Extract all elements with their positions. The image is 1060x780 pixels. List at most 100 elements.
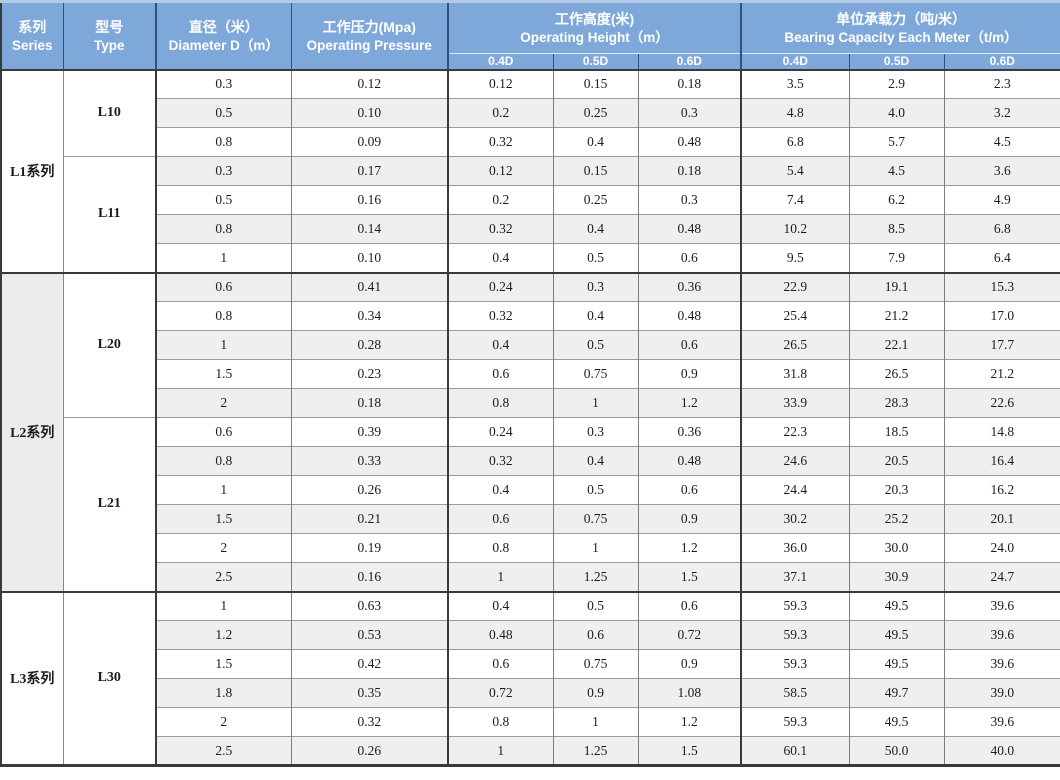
data-cell: 16.4	[943, 446, 1060, 476]
data-cell: 0.6	[637, 591, 742, 621]
data-cell: 59.3	[740, 649, 850, 679]
data-cell: 2.5	[155, 562, 291, 592]
header-capacity-en: Bearing Capacity Each Meter（t/m）	[784, 30, 1018, 46]
data-cell: 0.5	[552, 591, 638, 621]
data-cell: 0.4	[552, 446, 638, 476]
data-cell: 2.3	[943, 69, 1060, 99]
data-cell: 0.17	[290, 156, 448, 186]
data-cell: 5.4	[740, 156, 850, 186]
data-cell: 0.10	[290, 243, 448, 273]
data-cell: 0.3	[637, 185, 742, 215]
data-cell: 0.6	[155, 417, 291, 447]
data-cell: 6.2	[848, 185, 945, 215]
data-cell: 0.9	[637, 649, 742, 679]
data-cell: 1.2	[155, 620, 291, 650]
data-cell: 2.5	[155, 736, 291, 766]
header-type-en: Type	[93, 38, 125, 54]
data-cell: 0.32	[447, 446, 553, 476]
data-cell: 30.9	[848, 562, 945, 592]
data-cell: 0.23	[290, 359, 448, 389]
data-cell: 0.6	[447, 649, 553, 679]
data-cell: 24.4	[740, 475, 850, 505]
data-cell: 0.36	[637, 272, 742, 302]
data-cell: 0.6	[447, 359, 553, 389]
data-cell: 2	[155, 533, 291, 563]
table-row: 2 0.19 0.8 1 1.2 36.0 30.0 24.0	[1, 533, 1060, 563]
data-cell: 0.48	[637, 301, 742, 331]
header-diameter-en: Diameter D（m）	[168, 38, 279, 54]
data-cell: 49.5	[848, 591, 945, 621]
data-cell: 31.8	[740, 359, 850, 389]
data-cell: 0.8	[447, 533, 553, 563]
data-cell: 21.2	[943, 359, 1060, 389]
data-cell: 17.7	[943, 330, 1060, 360]
subheader-capacity-06d: 0.6D	[943, 53, 1060, 71]
data-cell: 6.8	[943, 214, 1060, 244]
data-cell: 0.16	[290, 185, 448, 215]
data-cell: 22.6	[943, 388, 1060, 418]
data-cell: 0.26	[290, 475, 448, 505]
data-cell: 0.28	[290, 330, 448, 360]
data-cell: 4.5	[943, 127, 1060, 157]
data-cell: 0.6	[637, 243, 742, 273]
data-cell: 3.6	[943, 156, 1060, 186]
data-cell: 0.24	[447, 417, 553, 447]
data-cell: 1	[447, 736, 553, 766]
data-cell: 0.75	[552, 359, 638, 389]
table-row: 0.8 0.33 0.32 0.4 0.48 24.6 20.5 16.4	[1, 446, 1060, 476]
data-cell: 1.5	[155, 649, 291, 679]
data-cell: 0.12	[447, 69, 553, 99]
data-cell: 6.8	[740, 127, 850, 157]
table-row: L21 0.6 0.39 0.24 0.3 0.36 22.3 18.5 14.8	[1, 417, 1060, 592]
data-cell: 50.0	[848, 736, 945, 766]
data-cell: 0.4	[447, 330, 553, 360]
data-cell: 0.3	[637, 98, 742, 128]
data-cell: 0.5	[552, 243, 638, 273]
data-cell: 25.4	[740, 301, 850, 331]
series-cell: L3系列	[1, 591, 64, 766]
data-cell: 2	[155, 388, 291, 418]
data-cell: 0.32	[447, 214, 553, 244]
header-series: 系列 Series	[0, 0, 64, 71]
table-row: L11 0.3 0.17 0.12 0.15 0.18 5.4 4.5 3.6	[1, 156, 1060, 273]
data-cell: 0.21	[290, 504, 448, 534]
data-cell: 0.8	[155, 301, 291, 331]
table-row: 1 0.10 0.4 0.5 0.6 9.5 7.9 6.4	[1, 243, 1060, 273]
data-cell: 1	[155, 330, 291, 360]
table-row: 0.5 0.16 0.2 0.25 0.3 7.4 6.2 4.9	[1, 185, 1060, 215]
data-cell: 24.7	[943, 562, 1060, 592]
table-row: L3系列 L30 1 0.63 0.4 0.5 0.6 59.3 49.5 39.6	[1, 591, 1060, 766]
data-cell: 49.7	[848, 678, 945, 708]
data-cell: 0.25	[552, 185, 638, 215]
data-cell: 0.6	[447, 504, 553, 534]
data-cell: 22.1	[848, 330, 945, 360]
type-cell: L20	[63, 272, 157, 418]
data-cell: 20.1	[943, 504, 1060, 534]
table-row: L2系列 L20 0.6 0.41 0.24 0.3 0.36 22.9 19.1 15.3	[1, 272, 1060, 592]
data-cell: 0.53	[290, 620, 448, 650]
data-cell: 0.41	[290, 272, 448, 302]
data-cell: 0.4	[552, 127, 638, 157]
data-cell: 1.2	[637, 707, 742, 737]
subheader-height-06d: 0.6D	[637, 53, 742, 71]
data-cell: 1.5	[155, 359, 291, 389]
table-row: 0.5 0.10 0.2 0.25 0.3 4.8 4.0 3.2	[1, 98, 1060, 128]
table-row: 1.5 0.23 0.6 0.75 0.9 31.8 26.5 21.2	[1, 359, 1060, 389]
data-cell: 21.2	[848, 301, 945, 331]
data-cell: 1.2	[637, 388, 742, 418]
data-cell: 0.24	[447, 272, 553, 302]
data-cell: 0.25	[552, 98, 638, 128]
data-cell: 0.6	[552, 620, 638, 650]
data-cell: 0.12	[290, 69, 448, 99]
data-cell: 1.2	[637, 533, 742, 563]
header-bearing-capacity-group: 单位承载力（吨/米） Bearing Capacity Each Meter（t…	[740, 0, 1060, 54]
data-cell: 0.2	[447, 185, 553, 215]
data-cell: 0.4	[447, 243, 553, 273]
data-cell: 0.5	[552, 330, 638, 360]
data-cell: 0.75	[552, 649, 638, 679]
header-operating-height-group: 工作高度(米) Operating Height（m）	[446, 0, 742, 54]
header-diameter: 直径（米） Diameter D（m）	[155, 0, 292, 71]
header-height-zh: 工作高度(米)	[554, 11, 635, 28]
data-cell: 18.5	[848, 417, 945, 447]
data-cell: 1	[552, 388, 638, 418]
